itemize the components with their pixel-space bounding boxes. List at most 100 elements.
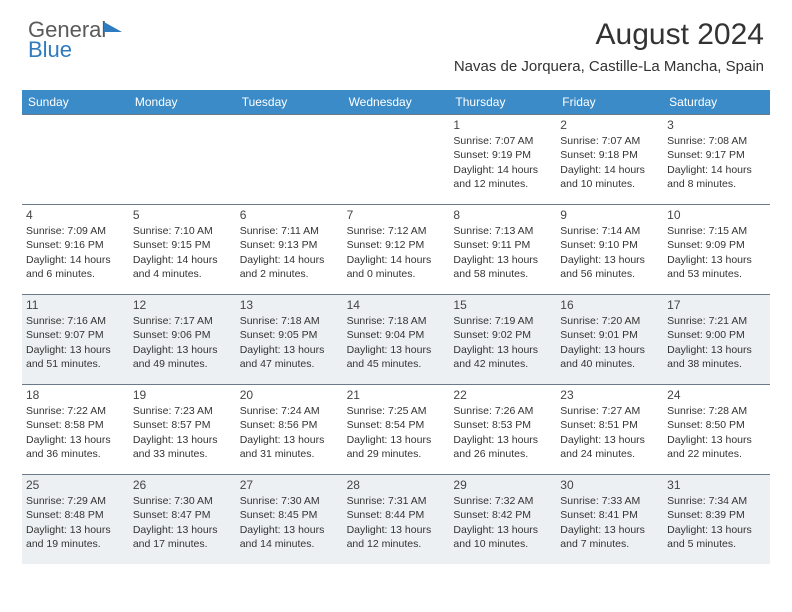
sunset-text: Sunset: 8:56 PM: [240, 418, 339, 432]
sunrise-text: Sunrise: 7:31 AM: [347, 494, 446, 508]
day-number: 12: [133, 297, 232, 313]
calendar-cell: 12Sunrise: 7:17 AMSunset: 9:06 PMDayligh…: [129, 294, 236, 384]
calendar-cell: 28Sunrise: 7:31 AMSunset: 8:44 PMDayligh…: [343, 474, 450, 564]
sunrise-text: Sunrise: 7:07 AM: [560, 134, 659, 148]
logo-text-2: Blue: [28, 40, 106, 60]
location-label: Navas de Jorquera, Castille-La Mancha, S…: [454, 58, 764, 75]
day-number: 6: [240, 207, 339, 223]
sunrise-text: Sunrise: 7:09 AM: [26, 224, 125, 238]
day-number: 25: [26, 477, 125, 493]
sunrise-text: Sunrise: 7:19 AM: [453, 314, 552, 328]
logo-triangle-icon: [104, 22, 122, 32]
sunset-text: Sunset: 8:44 PM: [347, 508, 446, 522]
sunrise-text: Sunrise: 7:18 AM: [240, 314, 339, 328]
sunrise-text: Sunrise: 7:30 AM: [133, 494, 232, 508]
sunrise-text: Sunrise: 7:17 AM: [133, 314, 232, 328]
calendar-cell: 24Sunrise: 7:28 AMSunset: 8:50 PMDayligh…: [663, 384, 770, 474]
day-number: 18: [26, 387, 125, 403]
daylight-text: Daylight: 13 hours and 49 minutes.: [133, 343, 232, 371]
sunrise-text: Sunrise: 7:33 AM: [560, 494, 659, 508]
calendar-cell: 11Sunrise: 7:16 AMSunset: 9:07 PMDayligh…: [22, 294, 129, 384]
daylight-text: Daylight: 13 hours and 33 minutes.: [133, 433, 232, 461]
day-number: 17: [667, 297, 766, 313]
daylight-text: Daylight: 14 hours and 0 minutes.: [347, 253, 446, 281]
sunrise-text: Sunrise: 7:22 AM: [26, 404, 125, 418]
daylight-text: Daylight: 13 hours and 24 minutes.: [560, 433, 659, 461]
calendar-cell: 2Sunrise: 7:07 AMSunset: 9:18 PMDaylight…: [556, 114, 663, 204]
sunrise-text: Sunrise: 7:15 AM: [667, 224, 766, 238]
sunset-text: Sunset: 9:13 PM: [240, 238, 339, 252]
weekday-header: Thursday: [449, 90, 556, 114]
sunrise-text: Sunrise: 7:34 AM: [667, 494, 766, 508]
calendar-cell: 6Sunrise: 7:11 AMSunset: 9:13 PMDaylight…: [236, 204, 343, 294]
sunrise-text: Sunrise: 7:28 AM: [667, 404, 766, 418]
weekday-header: Sunday: [22, 90, 129, 114]
daylight-text: Daylight: 13 hours and 17 minutes.: [133, 523, 232, 551]
weekday-header: Saturday: [663, 90, 770, 114]
day-number: 9: [560, 207, 659, 223]
daylight-text: Daylight: 14 hours and 2 minutes.: [240, 253, 339, 281]
daylight-text: Daylight: 13 hours and 31 minutes.: [240, 433, 339, 461]
calendar-cell: [343, 114, 450, 204]
sunset-text: Sunset: 8:57 PM: [133, 418, 232, 432]
calendar-cell: 21Sunrise: 7:25 AMSunset: 8:54 PMDayligh…: [343, 384, 450, 474]
sunrise-text: Sunrise: 7:32 AM: [453, 494, 552, 508]
sunset-text: Sunset: 9:02 PM: [453, 328, 552, 342]
daylight-text: Daylight: 13 hours and 40 minutes.: [560, 343, 659, 371]
calendar-cell: 16Sunrise: 7:20 AMSunset: 9:01 PMDayligh…: [556, 294, 663, 384]
daylight-text: Daylight: 14 hours and 12 minutes.: [453, 163, 552, 191]
sunset-text: Sunset: 9:00 PM: [667, 328, 766, 342]
calendar-cell: 3Sunrise: 7:08 AMSunset: 9:17 PMDaylight…: [663, 114, 770, 204]
daylight-text: Daylight: 14 hours and 8 minutes.: [667, 163, 766, 191]
daylight-text: Daylight: 13 hours and 58 minutes.: [453, 253, 552, 281]
daylight-text: Daylight: 13 hours and 45 minutes.: [347, 343, 446, 371]
day-number: 20: [240, 387, 339, 403]
daylight-text: Daylight: 13 hours and 26 minutes.: [453, 433, 552, 461]
sunset-text: Sunset: 9:18 PM: [560, 148, 659, 162]
weekday-header: Tuesday: [236, 90, 343, 114]
calendar-cell: 9Sunrise: 7:14 AMSunset: 9:10 PMDaylight…: [556, 204, 663, 294]
day-number: 13: [240, 297, 339, 313]
sunrise-text: Sunrise: 7:24 AM: [240, 404, 339, 418]
day-number: 10: [667, 207, 766, 223]
calendar-cell: [236, 114, 343, 204]
calendar-cell: 5Sunrise: 7:10 AMSunset: 9:15 PMDaylight…: [129, 204, 236, 294]
day-number: 21: [347, 387, 446, 403]
sunset-text: Sunset: 8:42 PM: [453, 508, 552, 522]
daylight-text: Daylight: 13 hours and 42 minutes.: [453, 343, 552, 371]
calendar-cell: 22Sunrise: 7:26 AMSunset: 8:53 PMDayligh…: [449, 384, 556, 474]
daylight-text: Daylight: 13 hours and 38 minutes.: [667, 343, 766, 371]
sunset-text: Sunset: 8:48 PM: [26, 508, 125, 522]
day-number: 31: [667, 477, 766, 493]
sunset-text: Sunset: 9:07 PM: [26, 328, 125, 342]
calendar-cell: 19Sunrise: 7:23 AMSunset: 8:57 PMDayligh…: [129, 384, 236, 474]
sunrise-text: Sunrise: 7:29 AM: [26, 494, 125, 508]
daylight-text: Daylight: 13 hours and 53 minutes.: [667, 253, 766, 281]
daylight-text: Daylight: 13 hours and 12 minutes.: [347, 523, 446, 551]
sunset-text: Sunset: 8:45 PM: [240, 508, 339, 522]
day-number: 24: [667, 387, 766, 403]
sunset-text: Sunset: 9:17 PM: [667, 148, 766, 162]
daylight-text: Daylight: 14 hours and 10 minutes.: [560, 163, 659, 191]
sunset-text: Sunset: 9:10 PM: [560, 238, 659, 252]
sunset-text: Sunset: 8:39 PM: [667, 508, 766, 522]
sunset-text: Sunset: 8:54 PM: [347, 418, 446, 432]
day-number: 30: [560, 477, 659, 493]
calendar-cell: 20Sunrise: 7:24 AMSunset: 8:56 PMDayligh…: [236, 384, 343, 474]
daylight-text: Daylight: 13 hours and 51 minutes.: [26, 343, 125, 371]
day-number: 7: [347, 207, 446, 223]
calendar-cell: 25Sunrise: 7:29 AMSunset: 8:48 PMDayligh…: [22, 474, 129, 564]
day-number: 23: [560, 387, 659, 403]
logo: General Blue: [28, 20, 122, 60]
daylight-text: Daylight: 13 hours and 22 minutes.: [667, 433, 766, 461]
calendar-cell: [129, 114, 236, 204]
sunset-text: Sunset: 9:16 PM: [26, 238, 125, 252]
daylight-text: Daylight: 13 hours and 7 minutes.: [560, 523, 659, 551]
daylight-text: Daylight: 13 hours and 29 minutes.: [347, 433, 446, 461]
sunset-text: Sunset: 9:15 PM: [133, 238, 232, 252]
weekday-header: Wednesday: [343, 90, 450, 114]
sunset-text: Sunset: 9:06 PM: [133, 328, 232, 342]
calendar-cell: [22, 114, 129, 204]
sunset-text: Sunset: 8:58 PM: [26, 418, 125, 432]
month-title: August 2024: [454, 18, 764, 52]
